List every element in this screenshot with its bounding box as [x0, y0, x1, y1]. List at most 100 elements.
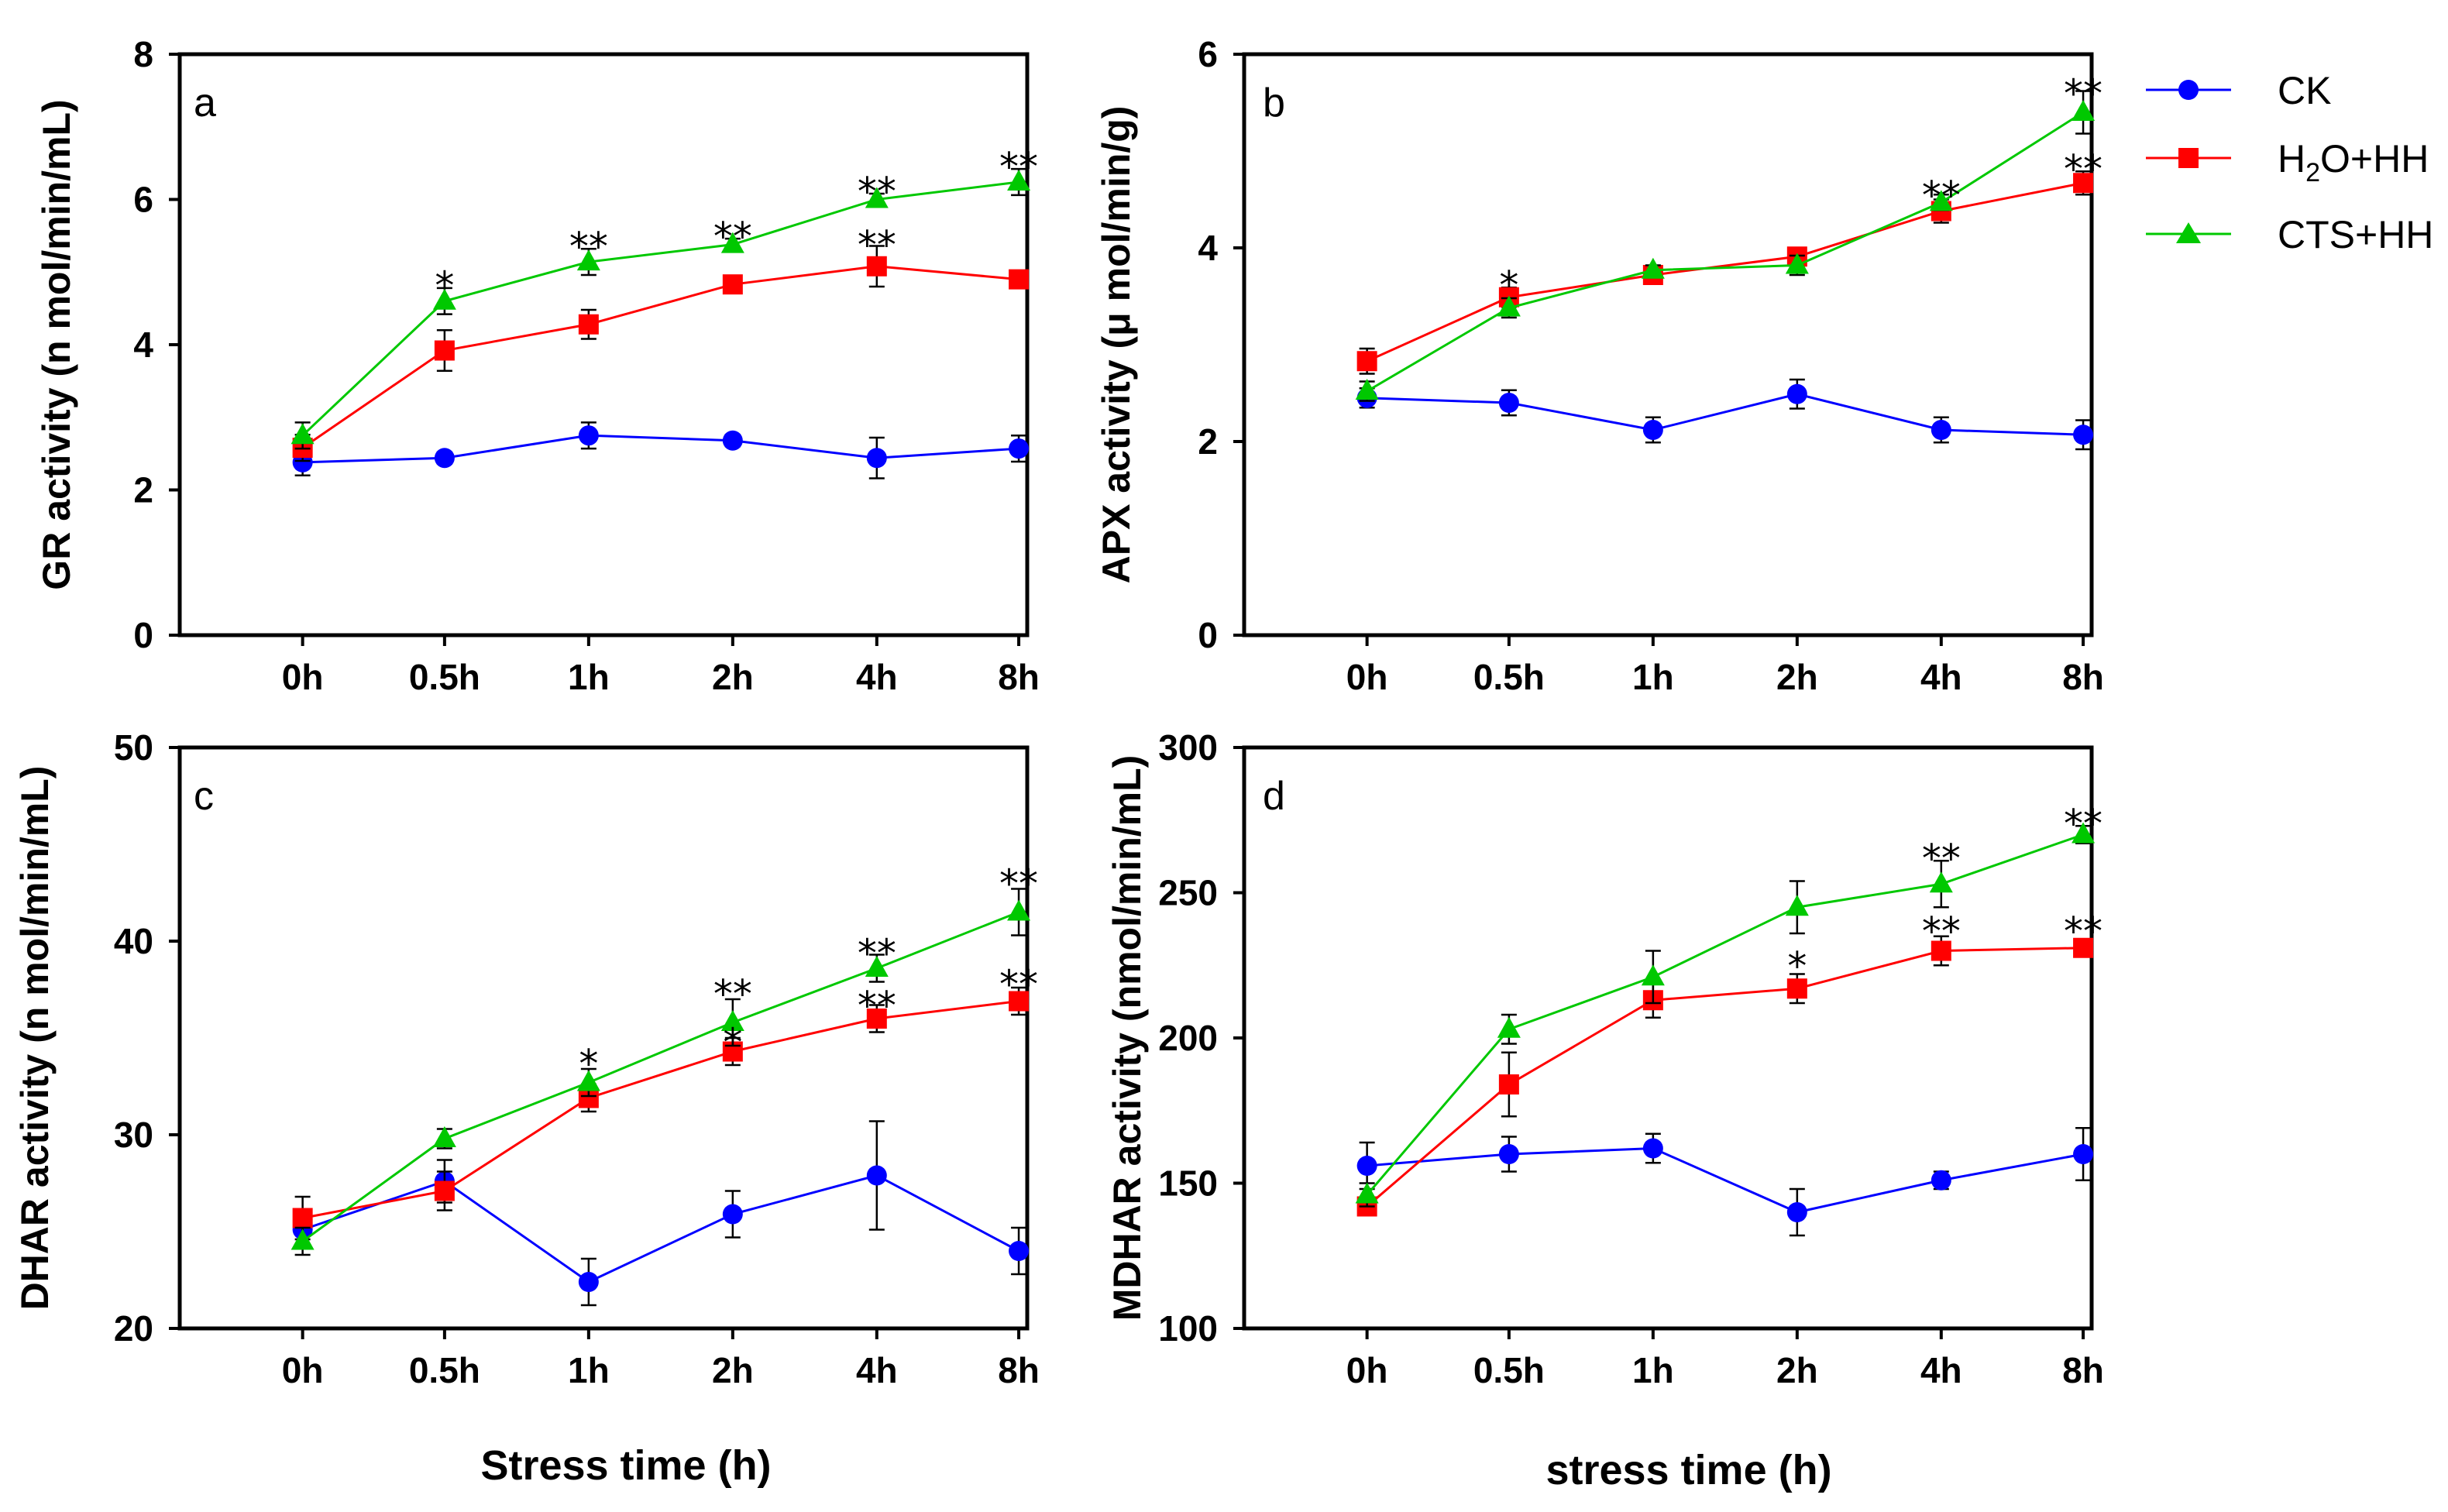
series-h2o-hh — [292, 986, 1030, 1241]
x-tick-label: 0h — [1346, 1350, 1388, 1390]
panel-d: 100 150 200 250 300 0h 0.5h 1h 2h 4h 8h MDHAR activ… — [1105, 727, 2104, 1390]
data-point-cts-hh — [291, 423, 315, 445]
x-axis-title-left: Stress time (h) — [480, 1442, 771, 1489]
legend-label-h2o-main: H — [2278, 137, 2305, 180]
data-point-cts-hh — [432, 288, 456, 310]
y-tick-label: 4 — [1198, 228, 1218, 268]
x-tick-label: 0h — [282, 657, 324, 697]
legend-item-h2o-hh: H2O+HH — [2146, 137, 2429, 187]
significance-mark: ** — [569, 225, 608, 270]
series-line-h2o-hh — [301, 265, 1019, 449]
series-h2o-hh — [292, 245, 1030, 462]
data-point-ck — [1642, 420, 1663, 440]
data-point-h2o-hh — [722, 274, 743, 295]
data-point-h2o-hh — [1498, 1074, 1519, 1094]
y-tick-label: 50 — [114, 727, 153, 768]
series-line-h2o-hh — [1367, 181, 2084, 363]
legend-item-ck: CK — [2146, 69, 2331, 112]
data-point-cts-hh — [2072, 822, 2096, 844]
data-point-ck — [2073, 1144, 2094, 1164]
x-tick-label: 0h — [1346, 657, 1388, 697]
y-tick-label: 200 — [1158, 1018, 1218, 1058]
data-point-ck — [578, 1272, 599, 1292]
series-line-cts-hh — [1366, 111, 2084, 393]
significance-mark: * — [579, 1042, 598, 1087]
y-tick-label: 0 — [1198, 615, 1218, 655]
y-tick-label: 4 — [133, 325, 153, 365]
series-cts-hh — [291, 888, 1031, 1256]
significance-mark: ** — [2064, 71, 2102, 116]
data-point-ck — [434, 448, 455, 469]
y-tick-label: 150 — [1158, 1163, 1218, 1204]
significance-mark: ** — [858, 223, 896, 268]
x-tick-label: 0.5h — [1473, 1350, 1545, 1390]
x-tick-label: 2h — [1776, 657, 1818, 697]
data-point-cts-hh — [576, 1070, 600, 1091]
y-tick-label: 300 — [1158, 727, 1218, 768]
data-point-h2o-hh — [2073, 937, 2094, 958]
legend-label-h2o-tail: O+HH — [2320, 137, 2429, 180]
significance-mark: ** — [2064, 147, 2102, 192]
legend-label-h2o-sub: 2 — [2305, 158, 2320, 187]
data-point-ck — [722, 430, 743, 451]
data-point-ck — [1786, 383, 1807, 404]
x-tick-label: 4h — [1920, 1350, 1962, 1390]
significance-mark: ** — [713, 214, 752, 259]
significance-mark: ** — [858, 931, 896, 976]
significance-mark: ** — [858, 169, 896, 214]
plot-frame-b — [1242, 52, 2094, 637]
y-tick-label: 20 — [114, 1308, 153, 1349]
x-tick-label: 2h — [1776, 1350, 1818, 1390]
data-point-cts-hh — [1929, 190, 1953, 211]
y-tick-label: 8 — [133, 34, 153, 74]
x-tick-label: 8h — [2062, 1350, 2104, 1390]
data-point-ck — [1009, 438, 1030, 459]
legend-label-cts-hh: CTS+HH — [2278, 213, 2433, 256]
data-point-cts-hh — [291, 1228, 315, 1250]
y-tick-label: 30 — [114, 1115, 153, 1155]
data-point-cts-hh — [720, 232, 744, 253]
panel-c: 20 30 40 50 0h 0.5h 1h 2h 4h 8h DHAR activity (n m… — [13, 727, 1040, 1390]
data-point-cts-hh — [865, 187, 889, 208]
legend-label-ck: CK — [2278, 69, 2331, 112]
data-point-cts-hh — [1641, 964, 1665, 986]
data-point-ck — [1642, 1138, 1663, 1159]
significance-mark: ** — [2064, 909, 2102, 954]
data-point-ck — [1009, 1241, 1030, 1261]
y-tick-label: 250 — [1158, 873, 1218, 913]
series-ck — [292, 1120, 1030, 1307]
y-tick-label: 6 — [133, 180, 153, 220]
data-point-ck — [866, 448, 887, 469]
significance-mark: ** — [858, 984, 896, 1029]
x-tick-label: 2h — [712, 1350, 754, 1390]
panel-letter-a: a — [194, 81, 216, 125]
data-point-cts-hh — [1007, 899, 1031, 921]
panel-letter-c: c — [194, 774, 214, 819]
series-ck — [292, 421, 1030, 479]
significance-mark: * — [435, 263, 454, 308]
data-point-h2o-hh — [434, 1180, 455, 1201]
panel-a: 0 2 4 6 8 0h 0.5h 1h 2h 4h 8h GR activity (n mol/mi… — [35, 34, 1040, 697]
data-point-cts-hh — [1497, 295, 1521, 317]
x-tick-label: 8h — [998, 657, 1040, 697]
data-point-cts-hh — [1007, 170, 1031, 191]
series-cts-hh — [1355, 822, 2096, 1208]
x-tick-label: 0.5h — [409, 1350, 480, 1390]
significance-mark: ** — [999, 962, 1038, 1007]
x-tick-label: 4h — [856, 657, 898, 697]
panel-b: 0 2 4 6 0h 0.5h 1h 2h 4h 8h APX activity (μ mol/mi… — [1095, 34, 2104, 697]
x-tick-label: 1h — [568, 1350, 610, 1390]
legend-label-h2o-hh: H2O+HH — [2278, 137, 2429, 187]
data-point-h2o-hh — [866, 256, 887, 277]
significance-mark: ** — [713, 972, 752, 1017]
legend: CK H2O+HH CTS+HH — [2146, 69, 2433, 256]
x-tick-label: 0.5h — [1473, 657, 1545, 697]
series-line-ck — [1367, 393, 2084, 436]
panel-letter-d: d — [1263, 774, 1285, 819]
data-point-ck — [1931, 420, 1951, 440]
series-line-cts-hh — [1366, 833, 2084, 1196]
plot-frame-d — [1242, 745, 2094, 1331]
x-tick-label: 8h — [998, 1350, 1040, 1390]
significance-mark: ** — [1922, 837, 1961, 881]
